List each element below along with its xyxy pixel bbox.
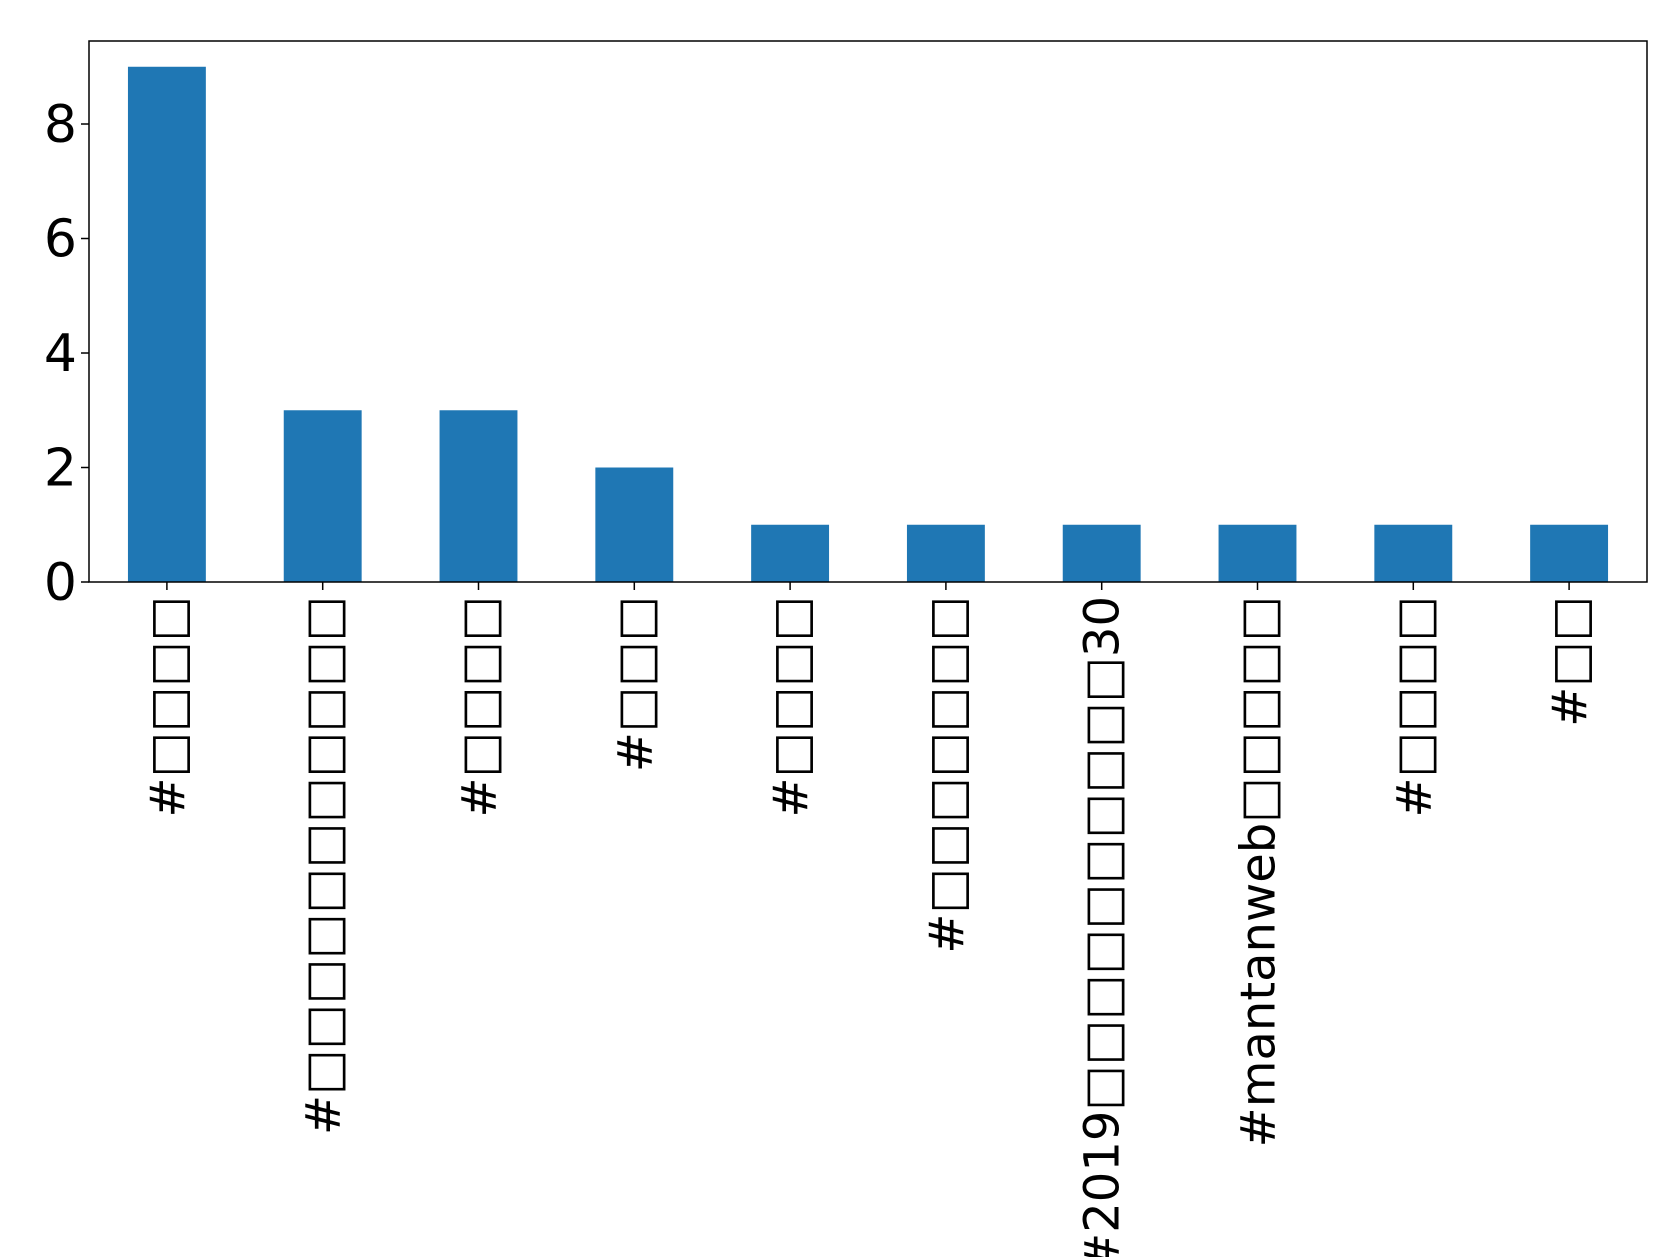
bar [751, 524, 830, 582]
x-tick-label: #□□□□ [452, 596, 508, 818]
x-tick-label: #2019□□□□□□□□□□30 [1075, 596, 1131, 1257]
bar [1062, 524, 1141, 582]
bar [127, 66, 206, 582]
bar [1530, 524, 1609, 582]
x-tick-label: #□□□□ [763, 596, 819, 818]
bar [595, 467, 674, 582]
bar [283, 410, 362, 582]
plot-frame [88, 40, 1648, 583]
x-tick-label: #□□ [1542, 596, 1598, 727]
bar [439, 410, 518, 582]
y-tick-label: 2 [44, 439, 77, 499]
x-tick-label: #□□□□□□□ [919, 596, 975, 954]
bar [1218, 524, 1297, 582]
x-tick-label: #□□□□ [140, 596, 196, 818]
bar [906, 524, 985, 582]
bar [1374, 524, 1453, 582]
x-tick-label: #□□□□ [1386, 596, 1442, 818]
x-tick-label: #□□□□□□□□□□□ [296, 596, 352, 1135]
x-tick-label: #□□□ [607, 596, 663, 772]
y-tick-label: 4 [44, 324, 77, 384]
y-tick-label: 0 [44, 553, 77, 613]
x-tick-label: #mantanweb□□□□□ [1231, 596, 1287, 1147]
y-tick-label: 8 [44, 95, 77, 155]
y-tick-label: 6 [44, 210, 77, 270]
